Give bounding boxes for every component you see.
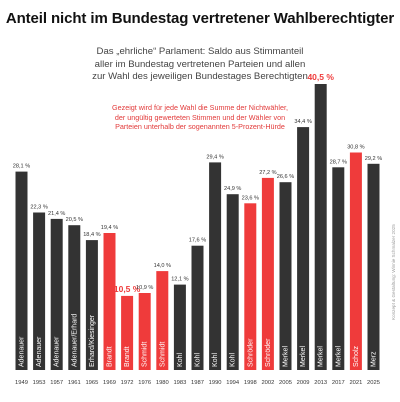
year-label-2005: 2005	[279, 380, 292, 386]
chancellor-label-2021: Scholz	[353, 345, 360, 367]
year-label-1987: 1987	[191, 380, 204, 386]
value-label-1969: 19,4 %	[101, 225, 118, 231]
chancellor-label-1957: Adenauer	[54, 336, 61, 367]
year-label-1953: 1953	[33, 380, 46, 386]
chancellor-label-1972: Brandt	[124, 346, 131, 367]
bar-2025	[367, 163, 380, 370]
chancellor-label-2025: Merz	[371, 351, 378, 367]
bar-1987	[191, 245, 204, 370]
subtitle-line: Das „ehrliche“ Parlament: Saldo aus Stim…	[96, 46, 304, 57]
value-label-1965: 18,4 %	[83, 232, 100, 238]
value-label-1990: 29,4 %	[206, 154, 223, 160]
year-label-1976: 1976	[138, 380, 151, 386]
bar-1994	[226, 194, 239, 370]
value-label-2005: 26,6 %	[277, 174, 294, 180]
value-label-2009: 34,4 %	[294, 119, 311, 125]
year-label-1972: 1972	[121, 380, 134, 386]
note-line1-a: Gezeigt wird für jede Wahl	[112, 103, 199, 112]
year-label-1957: 1957	[50, 380, 63, 386]
subtitle-line: aller im Bundestag vertretenen Parteien …	[94, 58, 306, 70]
value-label-1957: 21,4 %	[48, 211, 65, 217]
bar-1969	[103, 233, 116, 370]
bar-1961	[68, 225, 81, 370]
year-label-1965: 1965	[85, 380, 98, 386]
note-line1-b: die Summe der Nichtwähler,	[198, 103, 288, 112]
bar-1957	[50, 218, 63, 370]
chancellor-label-1949: Adenauer	[19, 336, 26, 367]
year-label-1969: 1969	[103, 380, 116, 386]
bar-1990	[209, 162, 222, 370]
value-label-1949: 28,1 %	[13, 164, 30, 170]
value-label-2013: 40,5 %	[307, 72, 334, 82]
value-label-1972: 10,5 %	[114, 284, 141, 294]
chancellor-label-2005: Merkel	[283, 346, 290, 367]
year-label-2025: 2025	[367, 380, 380, 386]
year-label-2021: 2021	[349, 380, 362, 386]
chart-title: Anteil nicht im Bundestag vertretener Wa…	[5, 10, 395, 27]
bar-2009	[297, 127, 310, 370]
chancellor-label-1976: Schmidt	[142, 342, 149, 367]
chancellor-label-2013: Merkel	[318, 346, 325, 367]
value-label-1994: 24,9 %	[224, 186, 241, 192]
value-label-1953: 22,3 %	[30, 205, 47, 211]
year-label-1980: 1980	[156, 380, 169, 386]
chart-note: Gezeigt wird für jede Wahl die Summe der…	[20, 103, 380, 132]
year-label-1994: 1994	[226, 380, 240, 386]
chancellor-label-1980: Schmidt	[159, 342, 166, 367]
chancellor-label-2017: Merkel	[335, 346, 342, 367]
value-label-2017: 28,7 %	[330, 159, 347, 165]
chancellor-label-1965: Erhard/Kiesinger	[89, 314, 96, 367]
value-label-1983: 12,1 %	[171, 277, 188, 283]
note-line: Parteien unterhalb der sogenannten 5-Pro…	[115, 122, 285, 132]
note-line: Gezeigt wird für jede Wahl die Summe der…	[20, 103, 380, 113]
bar-1972	[121, 295, 134, 370]
chancellor-label-1990: Kohl	[212, 353, 219, 367]
year-label-1990: 1990	[209, 380, 222, 386]
value-label-1998: 23,6 %	[242, 195, 259, 201]
chancellor-label-2009: Merkel	[300, 346, 307, 367]
value-label-2025: 29,2 %	[365, 156, 382, 162]
chancellor-label-1994: Kohl	[230, 353, 237, 367]
value-label-1961: 20,5 %	[66, 217, 83, 223]
bar-2002	[261, 177, 274, 370]
bar-2013	[314, 84, 327, 370]
chancellor-label-1953: Adenauer	[36, 336, 43, 367]
bar-2021	[349, 152, 362, 370]
value-label-2021: 30,8 %	[347, 145, 364, 151]
chancellor-label-1969: Brandt	[107, 346, 114, 367]
chancellor-label-2002: Schröder	[265, 338, 272, 367]
value-label-1976: 10,9 %	[136, 285, 153, 291]
year-label-1983: 1983	[173, 380, 186, 386]
chancellor-label-1961: Adenauer/Erhard	[71, 314, 78, 367]
value-label-2002: 27,2 %	[259, 170, 276, 176]
note-line: der ungültig gewerteten Stimmen und der …	[114, 112, 286, 122]
subtitle-line: zur Wahl des jeweiligen Bundestages Bere…	[92, 71, 308, 82]
bar-1998	[244, 203, 257, 370]
year-label-2017: 2017	[332, 380, 345, 386]
chart-subtitle: Das „ehrliche“ Parlament: Saldo aus Stim…	[20, 46, 380, 84]
value-label-1980: 14,0 %	[154, 263, 171, 269]
bar-1953	[33, 212, 46, 370]
year-label-1961: 1961	[68, 380, 81, 386]
bar-2017	[332, 167, 345, 370]
year-label-2002: 2002	[261, 380, 274, 386]
year-label-2013: 2013	[314, 380, 327, 386]
bar-2005	[279, 182, 292, 370]
bar-1965	[85, 240, 98, 370]
chancellor-label-1983: Kohl	[177, 353, 184, 367]
year-label-2009: 2009	[297, 380, 310, 386]
chancellor-label-1987: Kohl	[195, 353, 202, 367]
bar-1980	[156, 271, 169, 370]
year-label-1949: 1949	[15, 380, 28, 386]
value-label-1987: 17,6 %	[189, 238, 206, 244]
bar-1949	[15, 171, 28, 370]
year-label-1998: 1998	[244, 380, 257, 386]
bar-1976	[138, 293, 151, 370]
chancellor-label-1998: Schröder	[247, 338, 254, 367]
bar-1983	[173, 284, 186, 370]
